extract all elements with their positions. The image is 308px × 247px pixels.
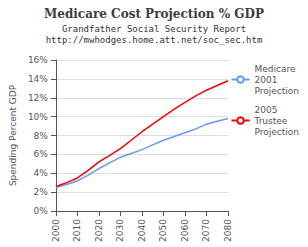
svg-text:2010: 2010 — [72, 219, 82, 242]
svg-text:2060: 2060 — [180, 219, 190, 242]
svg-text:2080: 2080 — [223, 219, 233, 242]
svg-text:http://mwhodges.home.att.net/s: http://mwhodges.home.att.net/soc_sec.htm — [46, 35, 263, 45]
svg-text:12%: 12% — [28, 93, 48, 103]
svg-text:Grandfather Social Security Re: Grandfather Social Security Report — [62, 24, 246, 34]
svg-text:Projection: Projection — [254, 86, 299, 96]
svg-text:2005: 2005 — [254, 105, 277, 115]
svg-text:2001: 2001 — [254, 75, 277, 85]
svg-text:2020: 2020 — [94, 219, 104, 242]
svg-text:10%: 10% — [28, 112, 48, 122]
svg-text:6%: 6% — [34, 149, 49, 159]
svg-text:Medicare Cost Projection % GDP: Medicare Cost Projection % GDP — [44, 7, 264, 21]
svg-text:Spending Percent GDP: Spending Percent GDP — [8, 84, 18, 186]
svg-text:14%: 14% — [28, 74, 48, 84]
svg-text:2050: 2050 — [158, 219, 168, 242]
svg-text:Medicare: Medicare — [254, 64, 295, 74]
svg-text:2030: 2030 — [115, 219, 125, 242]
svg-text:16%: 16% — [28, 55, 48, 65]
svg-text:2000: 2000 — [51, 219, 61, 242]
svg-text:Trustee: Trustee — [253, 116, 287, 126]
svg-text:4%: 4% — [34, 168, 49, 178]
svg-text:8%: 8% — [34, 131, 49, 141]
svg-text:2070: 2070 — [201, 219, 211, 242]
svg-text:2%: 2% — [34, 187, 49, 197]
svg-text:Projection: Projection — [254, 127, 299, 137]
svg-text:0%: 0% — [34, 206, 49, 216]
svg-text:2040: 2040 — [137, 219, 147, 242]
